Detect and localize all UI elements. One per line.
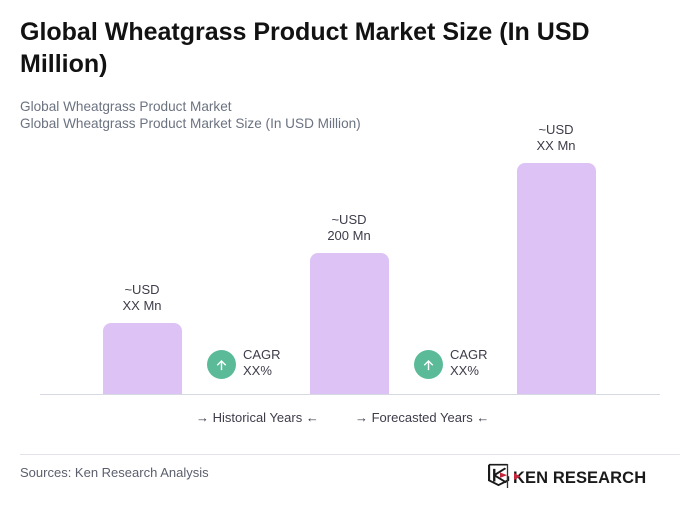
svg-text:KEN RESEARCH: KEN RESEARCH — [513, 469, 646, 487]
